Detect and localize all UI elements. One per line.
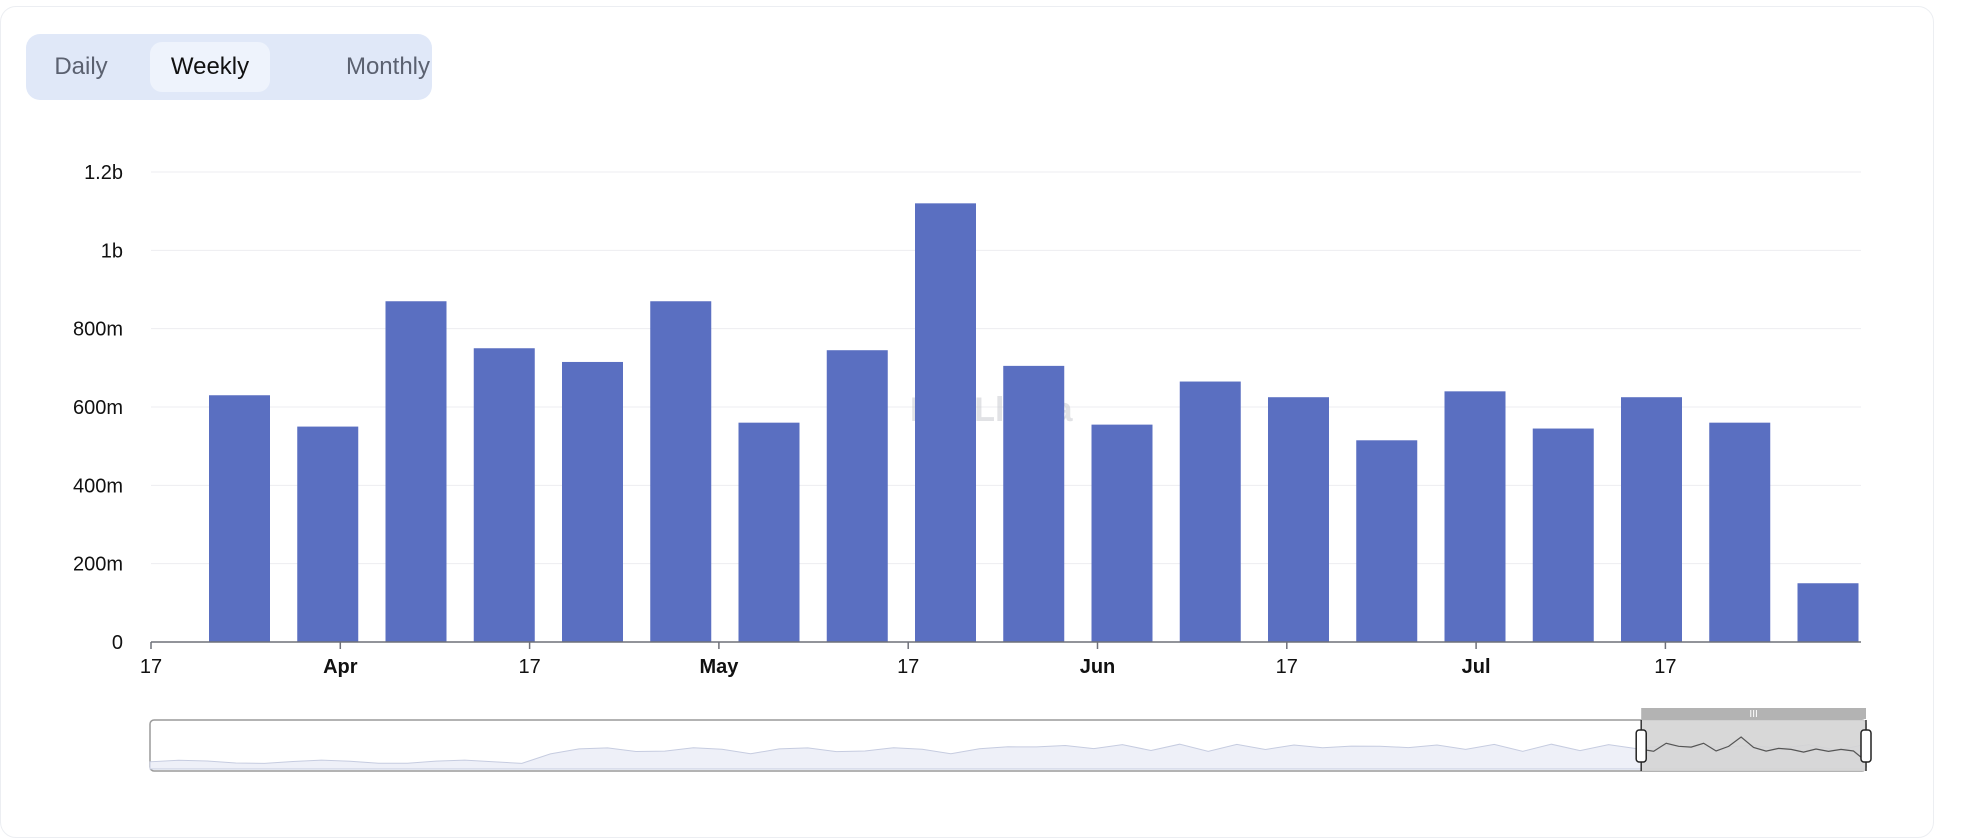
bar bbox=[209, 395, 270, 642]
bar bbox=[1003, 365, 1065, 642]
overview-slider[interactable]: III bbox=[149, 708, 1872, 772]
x-tick-label: 17 bbox=[140, 656, 162, 678]
y-tick-label: 600m bbox=[73, 397, 123, 419]
bar bbox=[1532, 428, 1594, 642]
bar bbox=[562, 361, 623, 642]
overview-selection[interactable] bbox=[1641, 720, 1866, 771]
y-tick-label: 800m bbox=[73, 319, 123, 341]
period-toggle: Daily Weekly Monthly bbox=[26, 34, 432, 100]
bar bbox=[1091, 424, 1153, 642]
x-tick-label: 17 bbox=[897, 656, 919, 678]
bar-series bbox=[209, 203, 1859, 643]
bar bbox=[1621, 397, 1682, 642]
overview-area bbox=[149, 743, 1867, 770]
y-tick-label: 1b bbox=[101, 240, 123, 262]
y-axis: 0 200m 400m 600m 800m 1b 1.2b bbox=[73, 162, 123, 654]
x-tick-label: Jul bbox=[1462, 656, 1491, 678]
overview-right-handle[interactable] bbox=[1860, 729, 1872, 763]
bar bbox=[385, 301, 447, 642]
bar bbox=[1356, 440, 1418, 642]
x-tick-label: Apr bbox=[323, 656, 358, 678]
overview-selection-line bbox=[1641, 736, 1867, 762]
x-tick-label: Jun bbox=[1080, 656, 1116, 678]
bar bbox=[297, 426, 359, 642]
x-tick-label: May bbox=[699, 656, 739, 678]
overview-drag-bar[interactable] bbox=[1641, 708, 1866, 719]
bar bbox=[1797, 583, 1859, 642]
bar bbox=[915, 203, 976, 643]
bar bbox=[473, 348, 535, 642]
bar bbox=[1268, 397, 1329, 642]
y-tick-label: 1.2b bbox=[84, 162, 123, 184]
monthly-button[interactable]: Monthly bbox=[326, 42, 450, 92]
daily-button[interactable]: Daily bbox=[40, 42, 122, 92]
y-tick-label: 200m bbox=[73, 554, 123, 576]
x-tick-label: 17 bbox=[1654, 656, 1676, 678]
overview-grip-icon: III bbox=[1749, 709, 1757, 720]
bar bbox=[826, 350, 888, 642]
y-tick-label: 0 bbox=[112, 632, 123, 654]
weekly-button[interactable]: Weekly bbox=[150, 42, 270, 92]
x-tick-label: 17 bbox=[1276, 656, 1298, 678]
bar bbox=[650, 301, 712, 642]
bar bbox=[1179, 381, 1241, 642]
bar bbox=[1709, 422, 1771, 642]
x-axis: 17 Apr 17 May 17 Jun 17 Jul 17 bbox=[140, 641, 1861, 678]
x-tick-label: 17 bbox=[518, 656, 540, 678]
bar bbox=[1444, 391, 1506, 642]
bar bbox=[738, 422, 800, 642]
overview-left-handle[interactable] bbox=[1635, 729, 1647, 763]
y-tick-label: 400m bbox=[73, 475, 123, 497]
